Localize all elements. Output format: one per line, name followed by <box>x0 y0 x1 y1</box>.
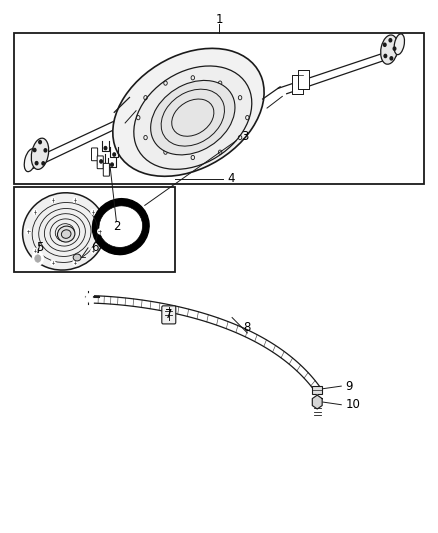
FancyBboxPatch shape <box>92 148 98 161</box>
FancyBboxPatch shape <box>97 156 103 168</box>
Ellipse shape <box>381 35 398 64</box>
Circle shape <box>33 209 37 215</box>
FancyBboxPatch shape <box>103 164 110 176</box>
Ellipse shape <box>134 66 252 169</box>
Ellipse shape <box>92 199 149 255</box>
Bar <box>312 385 322 394</box>
FancyBboxPatch shape <box>162 306 176 324</box>
Circle shape <box>26 229 30 234</box>
Ellipse shape <box>31 138 49 169</box>
Ellipse shape <box>113 49 264 176</box>
Circle shape <box>98 229 102 234</box>
Text: 5: 5 <box>36 241 44 254</box>
Ellipse shape <box>61 230 71 238</box>
Circle shape <box>33 148 36 151</box>
Text: 8: 8 <box>244 321 251 334</box>
Circle shape <box>51 197 55 203</box>
Ellipse shape <box>24 149 36 172</box>
Ellipse shape <box>73 254 81 261</box>
Circle shape <box>393 47 396 50</box>
Bar <box>14 33 424 184</box>
Text: 1: 1 <box>215 13 223 26</box>
Text: 3: 3 <box>241 130 249 143</box>
Text: 6: 6 <box>91 241 98 254</box>
Circle shape <box>91 209 95 215</box>
Ellipse shape <box>57 226 75 242</box>
Circle shape <box>32 252 43 265</box>
Circle shape <box>73 197 77 203</box>
Circle shape <box>389 39 392 42</box>
Circle shape <box>86 294 93 302</box>
Text: 4: 4 <box>228 172 235 185</box>
Ellipse shape <box>151 80 235 155</box>
Circle shape <box>42 161 45 165</box>
Text: 9: 9 <box>346 379 353 393</box>
Circle shape <box>35 161 38 165</box>
Circle shape <box>51 260 55 265</box>
Ellipse shape <box>394 34 404 55</box>
Circle shape <box>113 153 116 156</box>
Circle shape <box>111 163 113 166</box>
Bar <box>298 70 309 89</box>
Ellipse shape <box>99 206 142 247</box>
Text: 7: 7 <box>165 308 173 321</box>
Ellipse shape <box>23 193 106 270</box>
Text: 2: 2 <box>113 220 120 233</box>
Polygon shape <box>312 395 322 409</box>
Circle shape <box>44 149 47 152</box>
Bar <box>292 75 303 94</box>
Bar <box>14 187 175 272</box>
Circle shape <box>39 141 41 144</box>
Circle shape <box>73 260 77 265</box>
Circle shape <box>390 57 393 60</box>
Circle shape <box>33 248 37 254</box>
Text: 10: 10 <box>346 398 360 411</box>
Circle shape <box>91 248 95 254</box>
Circle shape <box>100 160 102 163</box>
Circle shape <box>104 147 107 150</box>
Circle shape <box>383 43 386 46</box>
Circle shape <box>35 255 41 262</box>
Circle shape <box>384 54 387 58</box>
